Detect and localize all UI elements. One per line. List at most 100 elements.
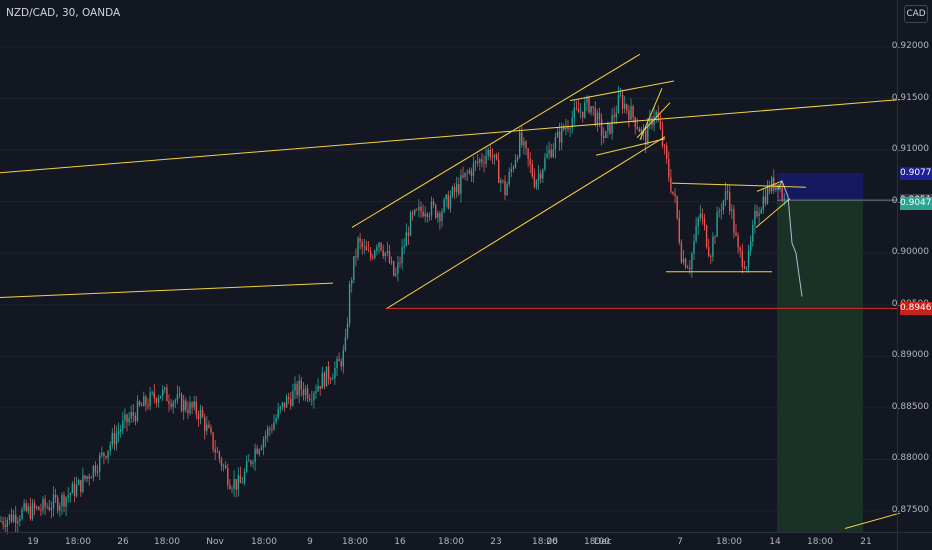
candle-body: [237, 475, 239, 490]
candle-body: [275, 418, 277, 423]
candle-body: [619, 94, 622, 96]
candle-body: [409, 212, 412, 236]
candle-body: [447, 194, 449, 209]
candle-body: [588, 97, 590, 113]
candle-body: [726, 191, 729, 193]
candle-body: [363, 246, 365, 248]
candle-body: [703, 218, 706, 226]
candle-body: [46, 506, 48, 508]
candle-body: [493, 154, 496, 158]
candle-body: [319, 385, 321, 389]
candle-body: [584, 102, 586, 118]
candle-body: [107, 450, 109, 458]
candle-body: [195, 401, 197, 415]
candle-body: [111, 432, 113, 445]
take-profit-zone: [777, 200, 863, 532]
candle-body: [483, 162, 485, 164]
candle-body: [222, 465, 225, 467]
candle-body: [428, 215, 431, 217]
candle-body: [407, 232, 410, 236]
candle-body: [439, 213, 441, 222]
candle-body: [99, 455, 101, 472]
candle-body: [731, 209, 733, 211]
candle-body: [141, 405, 143, 407]
trendline: [595, 138, 666, 156]
trendline: [351, 53, 641, 228]
candle-body: [603, 136, 605, 139]
candle-body: [176, 394, 179, 401]
candle-body: [193, 401, 195, 408]
candle-body: [464, 172, 466, 178]
candle-body: [216, 451, 218, 453]
candle-body: [264, 435, 267, 440]
candle-body: [38, 506, 40, 511]
candle-body: [19, 518, 21, 522]
time-tick-label: 14: [769, 537, 781, 547]
price-tick-label: 0.88500: [891, 401, 929, 412]
candle-body: [157, 398, 160, 403]
time-tick-label: 18:00: [342, 537, 368, 547]
candle-body: [361, 241, 363, 248]
price-tick-label: 0.92000: [891, 41, 929, 51]
candle-body: [250, 460, 252, 464]
candle-body: [697, 218, 699, 226]
candle-body: [611, 115, 613, 134]
candle-body: [640, 129, 643, 133]
candle-body: [384, 252, 386, 257]
candle-body: [212, 432, 214, 450]
candle-body: [668, 159, 670, 178]
candle-body: [579, 111, 582, 113]
candle-body: [52, 494, 55, 509]
time-tick-label: 18:00: [716, 537, 742, 547]
candle-body: [134, 415, 137, 421]
candle-body: [187, 409, 189, 414]
candle-body: [498, 159, 500, 184]
candle-body: [653, 116, 655, 125]
candle-body: [15, 514, 17, 524]
candle-body: [315, 391, 317, 394]
price-tag-stop: 0.90778: [900, 166, 932, 180]
candle-body: [69, 493, 71, 496]
candle-body: [443, 199, 445, 212]
candle-body: [435, 204, 437, 218]
candle-body: [535, 180, 538, 187]
candle-body: [359, 238, 361, 242]
candle-body: [466, 172, 468, 174]
candle-body: [655, 112, 657, 117]
trendline: [636, 102, 671, 139]
candle-body: [351, 280, 353, 285]
candle-body: [670, 177, 672, 192]
candle-body: [29, 506, 32, 519]
price-tick-label: 0.89000: [891, 350, 929, 361]
candle-body: [590, 106, 592, 113]
candle-body: [317, 385, 319, 392]
candle-body: [741, 250, 743, 267]
time-tick-label: Nov: [206, 537, 224, 547]
candle-body: [470, 170, 473, 176]
candle-body: [710, 256, 712, 257]
candle-body: [31, 503, 34, 519]
candle-body: [521, 132, 523, 146]
candle-body: [758, 213, 760, 216]
candle-body: [544, 157, 546, 170]
time-tick-label: 18:00: [65, 537, 91, 547]
candle-body: [147, 405, 149, 407]
candle-body: [178, 394, 181, 395]
price-tick-label: 0.87500: [891, 505, 929, 515]
candle-body: [609, 123, 611, 134]
candle-body: [36, 506, 38, 509]
candle-body: [94, 465, 97, 473]
candle-body: [159, 395, 162, 399]
candle-body: [115, 433, 118, 445]
candle-body: [367, 250, 370, 252]
candle-body: [630, 106, 632, 120]
candle-body: [124, 414, 126, 421]
candle-body: [254, 448, 256, 463]
candle-body: [687, 267, 689, 269]
candle-body: [65, 497, 67, 507]
candle-body: [500, 180, 502, 184]
price-tick-label: 0.90000: [891, 247, 929, 258]
candle-body: [472, 163, 475, 176]
currency-button[interactable]: CAD: [904, 5, 928, 23]
